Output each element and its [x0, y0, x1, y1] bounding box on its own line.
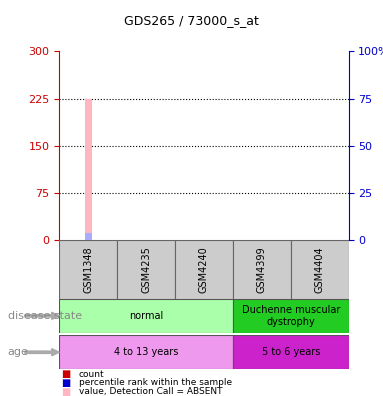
Text: GSM4399: GSM4399: [257, 246, 267, 293]
Bar: [85, 99, 92, 240]
Bar: [59, 299, 233, 333]
Bar: [59, 335, 233, 369]
Text: GSM4240: GSM4240: [199, 246, 209, 293]
Bar: [175, 240, 233, 299]
Text: GSM4235: GSM4235: [141, 246, 151, 293]
Bar: [85, 233, 92, 240]
Text: value, Detection Call = ABSENT: value, Detection Call = ABSENT: [79, 387, 222, 396]
Text: age: age: [8, 347, 29, 357]
Bar: [233, 299, 349, 333]
Text: ■: ■: [61, 395, 70, 396]
Text: disease state: disease state: [8, 311, 82, 321]
Text: percentile rank within the sample: percentile rank within the sample: [79, 379, 232, 387]
Text: Duchenne muscular
dystrophy: Duchenne muscular dystrophy: [242, 305, 340, 327]
Bar: [59, 240, 117, 299]
Text: ■: ■: [61, 369, 70, 379]
Bar: [233, 335, 349, 369]
Text: 5 to 6 years: 5 to 6 years: [262, 347, 320, 357]
Text: GDS265 / 73000_s_at: GDS265 / 73000_s_at: [124, 14, 259, 27]
Text: 4 to 13 years: 4 to 13 years: [114, 347, 178, 357]
Text: ■: ■: [61, 386, 70, 396]
Bar: [117, 240, 175, 299]
Text: ■: ■: [61, 378, 70, 388]
Text: count: count: [79, 370, 104, 379]
Text: GSM1348: GSM1348: [83, 246, 93, 293]
Text: normal: normal: [129, 311, 163, 321]
Text: GSM4404: GSM4404: [314, 246, 325, 293]
Bar: [291, 240, 349, 299]
Bar: [233, 240, 291, 299]
